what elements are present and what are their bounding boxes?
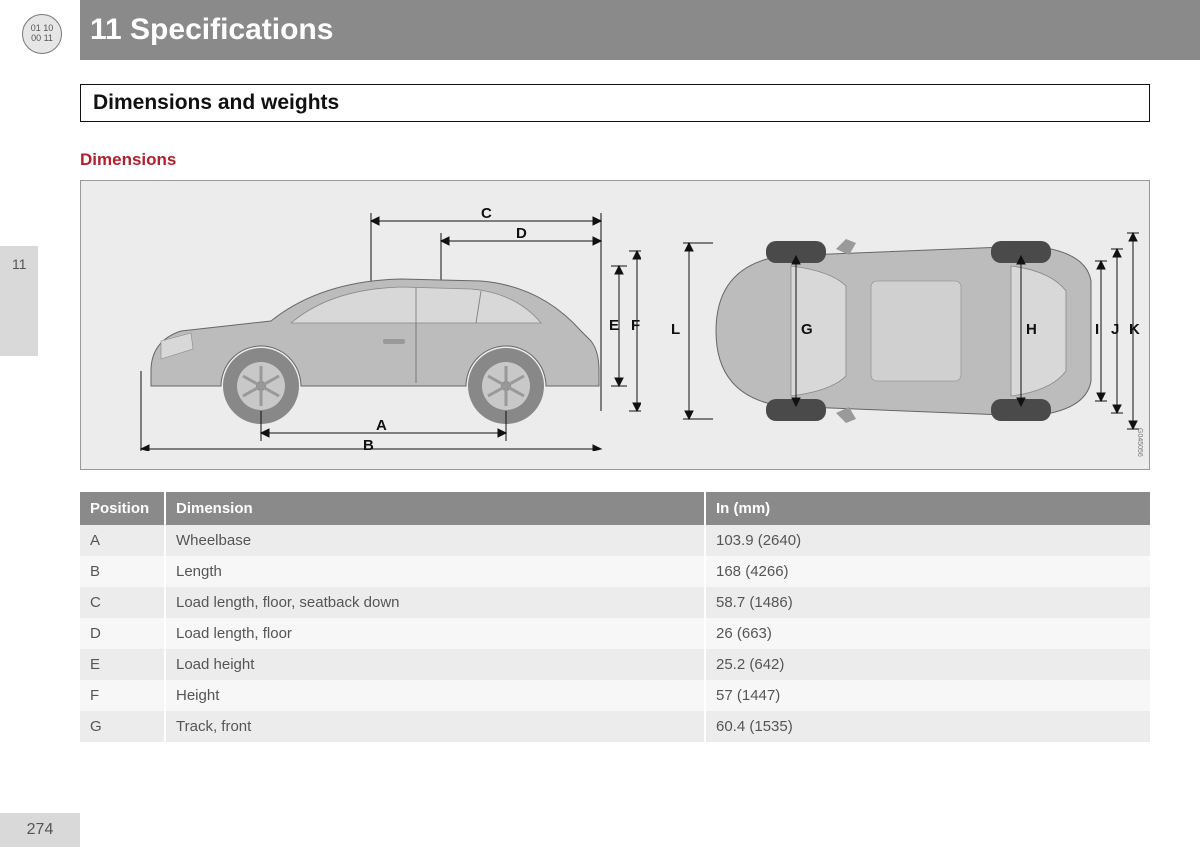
col-dimension: Dimension bbox=[165, 492, 705, 525]
cell-dimension: Height bbox=[165, 680, 705, 711]
side-tab-label: 11 bbox=[12, 256, 27, 272]
badge-line2: 00 11 bbox=[31, 34, 53, 44]
chapter-coin-badge: 01 10 00 11 bbox=[22, 14, 62, 54]
dim-label-i: I bbox=[1095, 321, 1099, 338]
cell-value: 60.4 (1535) bbox=[705, 711, 1150, 742]
table-row: B Length 168 (4266) bbox=[80, 556, 1150, 587]
cell-dimension: Track, front bbox=[165, 711, 705, 742]
dim-label-h: H bbox=[1026, 321, 1037, 338]
cell-value: 58.7 (1486) bbox=[705, 587, 1150, 618]
dim-label-g: G bbox=[801, 321, 813, 338]
table-row: C Load length, floor, seatback down 58.7… bbox=[80, 587, 1150, 618]
cell-value: 57 (1447) bbox=[705, 680, 1150, 711]
page-content: Dimensions and weights Dimensions bbox=[80, 84, 1150, 742]
cell-dimension: Load length, floor, seatback down bbox=[165, 587, 705, 618]
section-title: Dimensions and weights bbox=[93, 91, 339, 114]
dimension-diagram: C D A B E F bbox=[80, 180, 1150, 470]
dim-label-a: A bbox=[376, 417, 387, 434]
car-side-view: C D A B E F bbox=[121, 211, 641, 451]
car-side-svg bbox=[121, 211, 641, 451]
dimensions-table: Position Dimension In (mm) A Wheelbase 1… bbox=[80, 492, 1150, 742]
cell-position: A bbox=[80, 525, 165, 556]
subheading: Dimensions bbox=[80, 150, 1150, 170]
side-tab: 11 bbox=[0, 246, 38, 356]
page-number-value: 274 bbox=[27, 821, 54, 839]
cell-value: 168 (4266) bbox=[705, 556, 1150, 587]
chapter-title: 11 Specifications bbox=[90, 13, 333, 47]
cell-dimension: Wheelbase bbox=[165, 525, 705, 556]
dim-label-j: J bbox=[1111, 321, 1119, 338]
diagram-image-code: G045056 bbox=[1136, 428, 1143, 457]
table-header-row: Position Dimension In (mm) bbox=[80, 492, 1150, 525]
cell-position: G bbox=[80, 711, 165, 742]
col-position: Position bbox=[80, 492, 165, 525]
cell-position: F bbox=[80, 680, 165, 711]
car-top-view: L G H I J K bbox=[671, 211, 1141, 451]
cell-dimension: Load height bbox=[165, 649, 705, 680]
cell-position: E bbox=[80, 649, 165, 680]
dim-label-e: E bbox=[609, 317, 619, 334]
cell-position: B bbox=[80, 556, 165, 587]
cell-value: 103.9 (2640) bbox=[705, 525, 1150, 556]
cell-dimension: Load length, floor bbox=[165, 618, 705, 649]
col-value: In (mm) bbox=[705, 492, 1150, 525]
page-number: 274 bbox=[0, 813, 80, 847]
car-top-svg bbox=[671, 211, 1141, 451]
table-row: D Load length, floor 26 (663) bbox=[80, 618, 1150, 649]
cell-value: 25.2 (642) bbox=[705, 649, 1150, 680]
cell-value: 26 (663) bbox=[705, 618, 1150, 649]
cell-position: D bbox=[80, 618, 165, 649]
dim-label-k: K bbox=[1129, 321, 1140, 338]
table-row: A Wheelbase 103.9 (2640) bbox=[80, 525, 1150, 556]
table-row: E Load height 25.2 (642) bbox=[80, 649, 1150, 680]
dim-label-f: F bbox=[631, 317, 640, 334]
table-row: F Height 57 (1447) bbox=[80, 680, 1150, 711]
dim-label-c: C bbox=[481, 205, 492, 222]
dim-label-d: D bbox=[516, 225, 527, 242]
dim-label-b: B bbox=[363, 437, 374, 454]
table-row: G Track, front 60.4 (1535) bbox=[80, 711, 1150, 742]
section-title-box: Dimensions and weights bbox=[80, 84, 1150, 122]
dim-label-l: L bbox=[671, 321, 680, 338]
cell-dimension: Length bbox=[165, 556, 705, 587]
cell-position: C bbox=[80, 587, 165, 618]
chapter-header: 11 Specifications bbox=[80, 0, 1200, 60]
